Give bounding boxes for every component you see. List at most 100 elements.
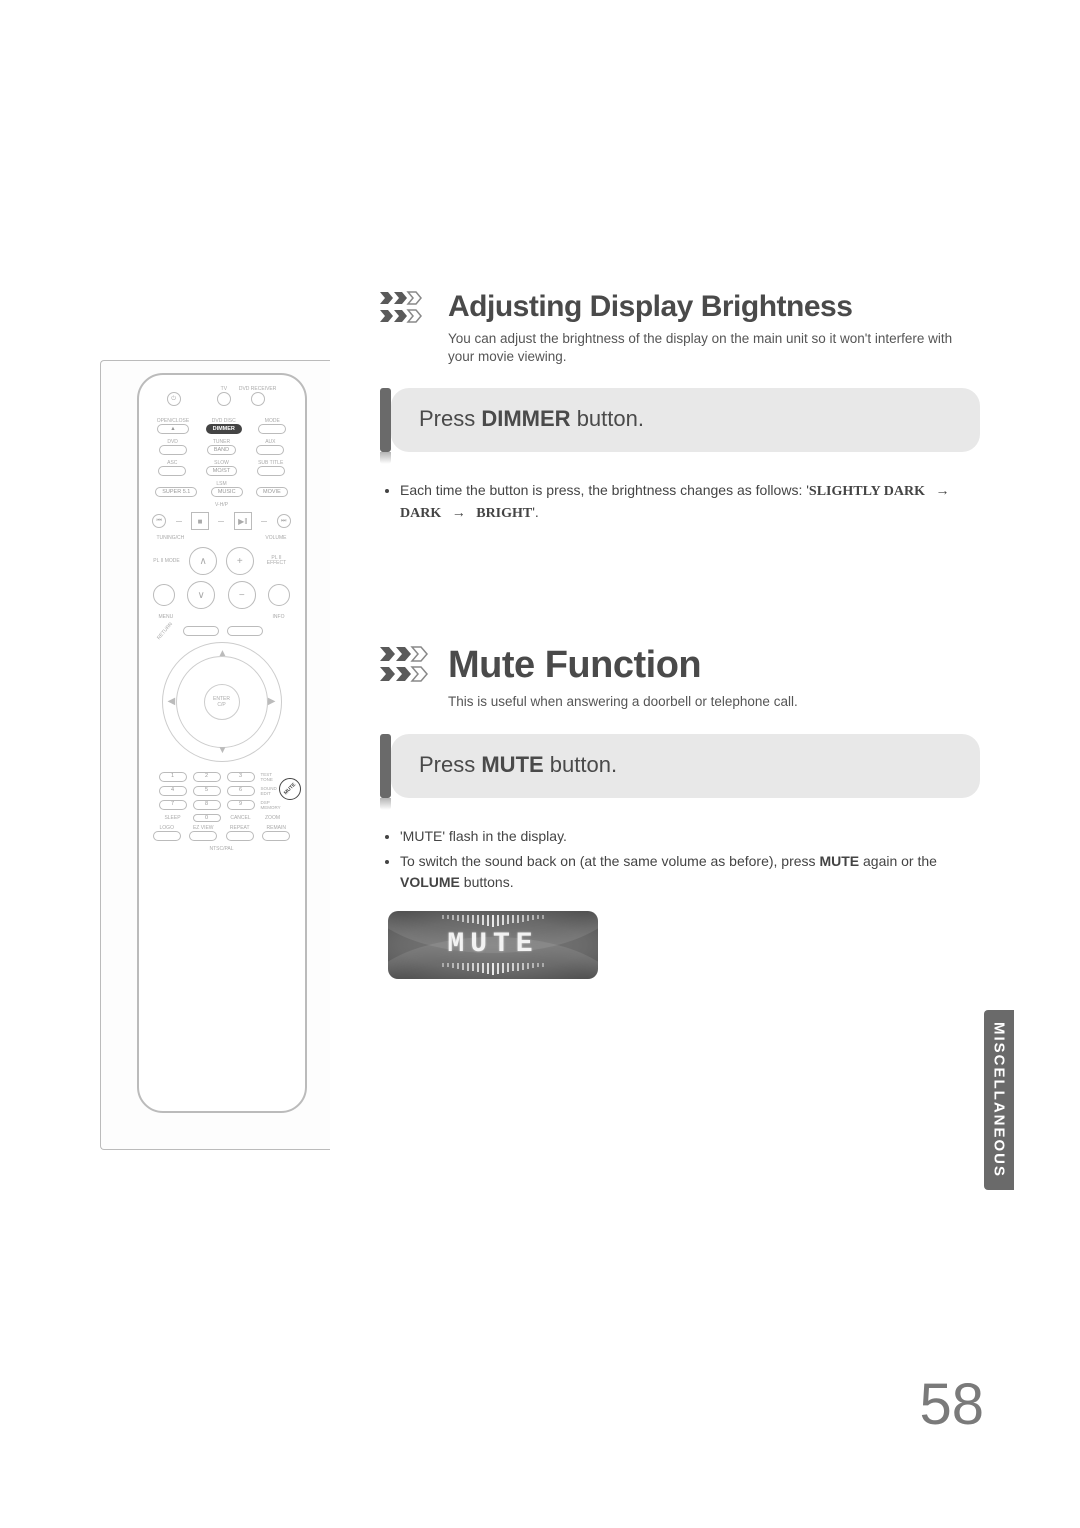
aux-button (256, 445, 284, 455)
remote-control-diagram: ⏻ TV DVD RECEIVER OPEN/CLOS (137, 373, 307, 1113)
open-close-button: ▲ (157, 424, 190, 434)
play-pause-icon: ▶‖ (234, 512, 252, 530)
num-3: 3 (227, 772, 255, 782)
step-bold: DIMMER (481, 406, 570, 431)
step-mute-text: Press MUTE button. (391, 734, 980, 798)
dimmer-button-highlight: DIMMER (206, 424, 242, 434)
pl-mode-label: PL II MODE (153, 559, 181, 564)
most-button: MO/ST (206, 466, 237, 476)
num-2: 2 (193, 772, 221, 782)
vol-down-icon: − (228, 581, 256, 609)
brightness-bullets: Each time the button is press, the brigh… (400, 480, 980, 524)
chevron-bullet-icon (380, 290, 434, 324)
mute-display-graphic: MUTE (388, 911, 598, 979)
enter-button: ENTER C/P (204, 684, 240, 720)
remote-frame: ⏻ TV DVD RECEIVER OPEN/CLOS (100, 360, 330, 1150)
step-pre: Press (419, 406, 481, 431)
mute-callout-circle: MUTE (274, 773, 305, 804)
vhp-label: V-H/P (149, 503, 295, 508)
mb2-c: again or the (859, 853, 937, 869)
number-pad: 1 2 3 TEST TONE 4 5 6 SOUND EDIT 7 8 9 D… (149, 772, 295, 822)
repeat-label: REPEAT (226, 826, 254, 831)
cycle-2: DARK (400, 506, 441, 521)
step-bar-icon (380, 388, 391, 452)
num-0: 0 (193, 814, 221, 822)
open-close-label: OPEN/CLOSE (157, 419, 190, 424)
pl-mode-button (153, 584, 175, 606)
menu-button (183, 626, 219, 636)
prev-track-icon: ⏮ (152, 514, 166, 528)
volume-label: VOLUME (265, 536, 286, 541)
step-bold: MUTE (481, 752, 543, 777)
step-dimmer-text: Press DIMMER button. (391, 388, 980, 452)
up-arrow-icon: ▲ (218, 648, 228, 659)
remote-column: ⏻ TV DVD RECEIVER OPEN/CLOS (100, 360, 330, 1150)
info-button (227, 626, 263, 636)
num-1: 1 (159, 772, 187, 782)
chevron-bullet-icon (380, 644, 434, 684)
page-number: 58 (919, 1371, 984, 1438)
section-title-brightness: Adjusting Display Brightness (448, 290, 852, 324)
ch-up-icon: ∧ (189, 547, 217, 575)
cp-label: C/P (217, 702, 225, 708)
pl-effect-button (268, 584, 290, 606)
num-9: 9 (227, 800, 255, 810)
subtitle-button (257, 466, 285, 476)
mb2-e: buttons. (460, 874, 514, 890)
section-subtitle-mute: This is useful when answering a doorbell… (448, 693, 980, 711)
mb2-a: To switch the sound back on (at the same… (400, 853, 819, 869)
step-dimmer: Press DIMMER button. (380, 388, 980, 452)
section-title-mute: Mute Function (448, 644, 701, 687)
vol-up-icon: + (226, 547, 254, 575)
ticks-top-icon (442, 915, 544, 927)
mb2-b: MUTE (819, 853, 859, 869)
music-button: MUSIC (211, 487, 243, 497)
mb2-d: VOLUME (400, 874, 460, 890)
b1-b: '. (532, 504, 539, 520)
step-mute: Press MUTE button. (380, 734, 980, 798)
num-6: 6 (227, 786, 255, 796)
left-arrow-icon: ◀ (168, 696, 176, 707)
mode-button (258, 424, 286, 434)
mute-button-callout: MUTE (279, 778, 309, 808)
right-arrow-icon: ▶ (268, 696, 276, 707)
stop-icon: ■ (191, 512, 209, 530)
pl-effect-label: PL II EFFECT (262, 556, 290, 566)
super51-button: SUPER 5.1 (155, 487, 197, 497)
movie-button: MOVIE (256, 487, 288, 497)
num-8: 8 (193, 800, 221, 810)
menu-label: MENU (159, 615, 174, 620)
band-button: BAND (207, 445, 236, 455)
cancel-label: CANCEL (227, 816, 255, 821)
mute-bullet-1: 'MUTE' flash in the display. (400, 826, 980, 847)
down-arrow-icon: ▼ (218, 745, 228, 756)
cycle-3: BRIGHT (476, 506, 532, 521)
ticks-bot-icon (442, 963, 544, 975)
section-mute: Mute Function This is useful when answer… (380, 644, 980, 978)
dvd-button (159, 445, 187, 455)
ezview-button (189, 831, 217, 841)
step-post: button. (544, 752, 617, 777)
cycle-1: SLIGHTLY DARK (809, 484, 925, 499)
section-subtitle-brightness: You can adjust the brightness of the dis… (448, 330, 980, 366)
zoom-label: ZOOM (261, 816, 285, 821)
dvd-receiver-button-icon (251, 392, 265, 406)
ch-down-icon: ∨ (187, 581, 215, 609)
num-5: 5 (193, 786, 221, 796)
num-7: 7 (159, 800, 187, 810)
side-tab-label: MISCELLANEOUS (991, 1022, 1008, 1178)
step-post: button. (571, 406, 644, 431)
ezview-label: EZ VIEW (189, 826, 217, 831)
subtitle-label: SUB TITLE (257, 461, 285, 466)
step-pre: Press (419, 752, 481, 777)
tuning-label: TUNING/CH (157, 536, 185, 541)
side-tab-miscellaneous: MISCELLANEOUS (984, 1010, 1014, 1190)
content-column: Adjusting Display Brightness You can adj… (380, 290, 980, 979)
sleep-label: SLEEP (159, 816, 187, 821)
ntsc-label: NTSC/PAL (149, 847, 295, 852)
b1-a: Each time the button is press, the brigh… (400, 482, 809, 498)
logo-button (153, 831, 181, 841)
step-bar-icon (380, 734, 391, 798)
mute-bullets: 'MUTE' flash in the display. To switch t… (400, 826, 980, 893)
mute-bullet-2: To switch the sound back on (at the same… (400, 851, 980, 893)
